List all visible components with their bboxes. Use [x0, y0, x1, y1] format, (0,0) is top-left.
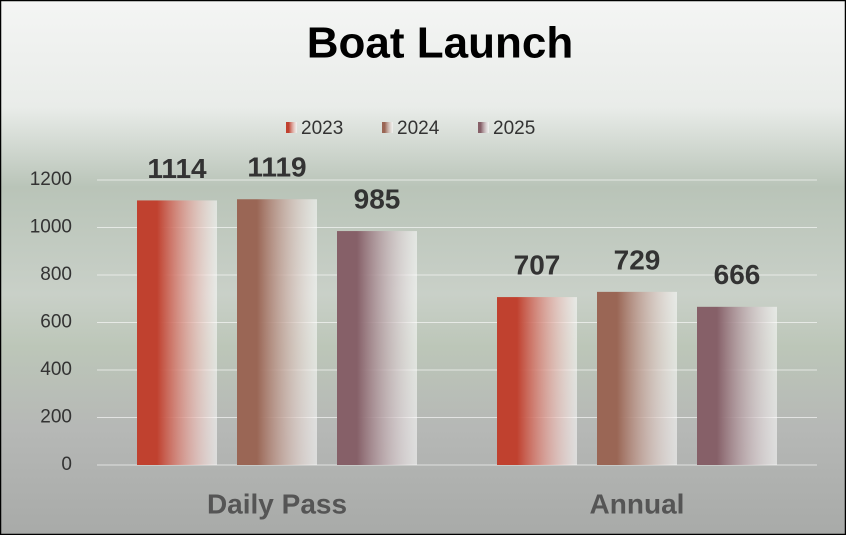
chart-title: Boat Launch	[307, 19, 573, 68]
legend-swatch	[478, 122, 489, 133]
bar	[597, 292, 677, 465]
value-label: 1119	[247, 152, 306, 183]
legend-swatch	[382, 122, 393, 133]
y-tick-label: 200	[40, 407, 72, 428]
value-label: 666	[714, 259, 761, 290]
value-label: 729	[614, 244, 661, 275]
bar	[497, 297, 577, 465]
y-tick-label: 600	[40, 312, 72, 333]
value-label: 985	[354, 183, 401, 214]
legend-label: 2024	[397, 118, 440, 139]
legend-label: 2023	[301, 118, 343, 139]
value-label: 707	[514, 249, 561, 280]
bar	[697, 307, 777, 465]
y-tick-label: 0	[61, 454, 72, 475]
y-tick-label: 400	[40, 359, 72, 380]
x-tick-label: Annual	[590, 488, 685, 519]
bar	[137, 200, 217, 465]
legend-label: 2025	[493, 118, 535, 139]
bar	[337, 231, 417, 465]
x-tick-label: Daily Pass	[207, 488, 347, 519]
legend-swatch	[286, 122, 297, 133]
y-tick-label: 1200	[30, 169, 72, 190]
chart: Boat Launch 0 200 400 600 800 1000 1200 2023 202…	[0, 0, 846, 535]
y-tick-label: 1000	[30, 217, 72, 238]
value-label: 1114	[147, 153, 207, 184]
y-tick-label: 800	[40, 264, 72, 285]
bar	[237, 199, 317, 465]
